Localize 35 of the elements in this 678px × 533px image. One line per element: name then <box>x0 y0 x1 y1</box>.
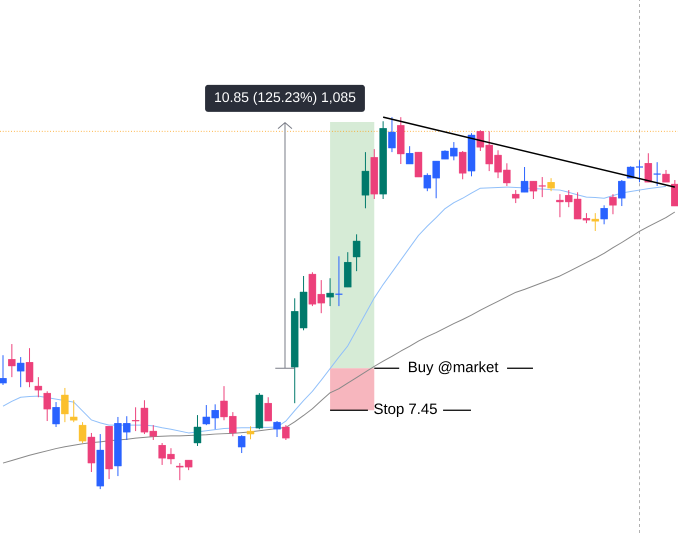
candlestick <box>273 420 281 438</box>
candlestick <box>618 180 626 207</box>
candlestick <box>238 434 246 454</box>
candlestick <box>52 402 60 428</box>
candlestick <box>600 204 608 225</box>
annotation: Buy @market <box>408 361 498 376</box>
candlestick <box>458 150 466 180</box>
candlestick <box>326 278 334 307</box>
candlestick <box>388 116 396 153</box>
candlestick <box>662 169 670 183</box>
candlestick <box>43 390 51 422</box>
candlestick <box>264 396 272 422</box>
candlestick <box>512 190 520 204</box>
candlestick <box>547 178 555 192</box>
candlestick <box>406 146 414 165</box>
candlestick <box>352 234 360 272</box>
candlestick <box>70 400 78 423</box>
candlestick <box>0 354 7 386</box>
candlestick <box>282 424 290 441</box>
candlestick <box>246 426 254 440</box>
candlestick <box>592 212 600 232</box>
candlestick <box>644 152 652 183</box>
candlestick <box>16 356 24 388</box>
candlestick <box>194 414 202 446</box>
candlestick <box>609 194 617 215</box>
candlestick <box>78 422 86 444</box>
candlestick <box>34 376 42 398</box>
candlestick <box>334 256 344 307</box>
annotation: Stop 7.45 <box>374 403 437 418</box>
text: 10.85 (125.23%) 1,085 <box>215 92 356 105</box>
candlestick <box>520 166 528 193</box>
candlestick <box>61 387 69 423</box>
candlestick <box>671 180 678 207</box>
candlestick <box>8 344 16 378</box>
candlestick <box>26 348 34 388</box>
